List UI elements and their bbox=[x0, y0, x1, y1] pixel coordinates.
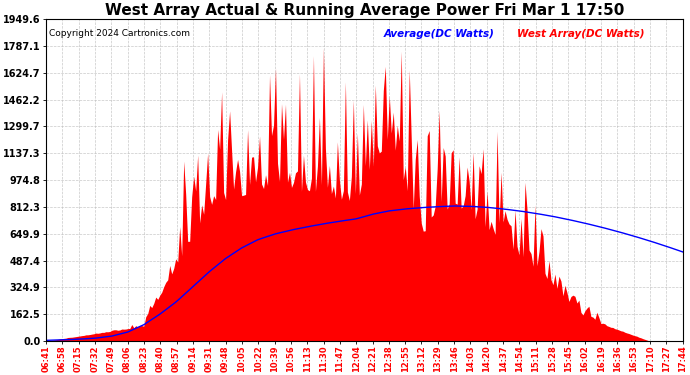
Title: West Array Actual & Running Average Power Fri Mar 1 17:50: West Array Actual & Running Average Powe… bbox=[105, 3, 624, 18]
Text: Copyright 2024 Cartronics.com: Copyright 2024 Cartronics.com bbox=[49, 28, 190, 38]
Text: Average(DC Watts): Average(DC Watts) bbox=[384, 28, 494, 39]
Text: West Array(DC Watts): West Array(DC Watts) bbox=[518, 28, 644, 39]
